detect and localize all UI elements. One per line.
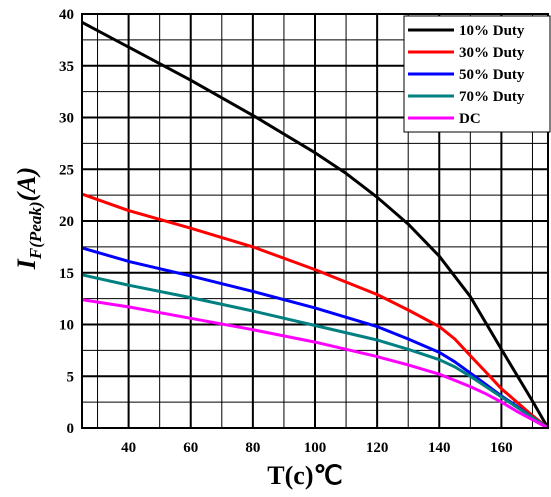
y-tick-label: 35 — [59, 59, 74, 75]
y-tick-label: 25 — [59, 162, 74, 178]
x-axis-label: T(c)℃ — [267, 461, 342, 490]
y-tick-label: 10 — [59, 318, 74, 334]
series-layer — [81, 20, 550, 430]
y-tick-label: 0 — [67, 421, 75, 437]
x-tick-label: 80 — [245, 440, 260, 456]
x-tick-label: 100 — [304, 440, 327, 456]
series-line-1 — [81, 20, 550, 429]
legend-label: 70% Duty — [459, 89, 525, 105]
axis-ticks: 40 60 80 100 120 140 160 0 5 10 15 20 25 30 35 40 — [59, 7, 513, 456]
series-line-4 — [81, 273, 549, 430]
y-tick-label: 40 — [59, 7, 74, 23]
series-line-2 — [81, 192, 549, 430]
x-tick-label: 60 — [183, 440, 198, 456]
major-grid — [82, 14, 548, 428]
x-tick-label: 40 — [121, 440, 136, 456]
x-tick-label: 120 — [366, 440, 389, 456]
y-axis-label-sub: F(Peak) — [26, 201, 45, 260]
legend-label: DC — [459, 111, 481, 127]
y-tick-label: 20 — [59, 214, 74, 230]
legend-label: 50% Duty — [459, 67, 525, 83]
y-axis-label-unit: (A) — [12, 167, 41, 202]
legend-label: 30% Duty — [459, 45, 525, 61]
x-tick-label: 160 — [490, 440, 513, 456]
y-tick-label: 15 — [59, 266, 74, 282]
y-axis-label-main: I — [12, 258, 41, 270]
y-axis-label: IF(Peak)(A) — [12, 167, 45, 270]
y-tick-label: 30 — [59, 111, 74, 127]
x-tick-label: 140 — [428, 440, 451, 456]
plot-frame — [81, 13, 549, 429]
legend: 10% Duty 30% Duty 50% Duty 70% Duty DC — [403, 15, 551, 133]
series-line-5 — [81, 298, 549, 430]
y-tick-label: 5 — [67, 369, 75, 385]
legend-label: 10% Duty — [459, 23, 525, 39]
